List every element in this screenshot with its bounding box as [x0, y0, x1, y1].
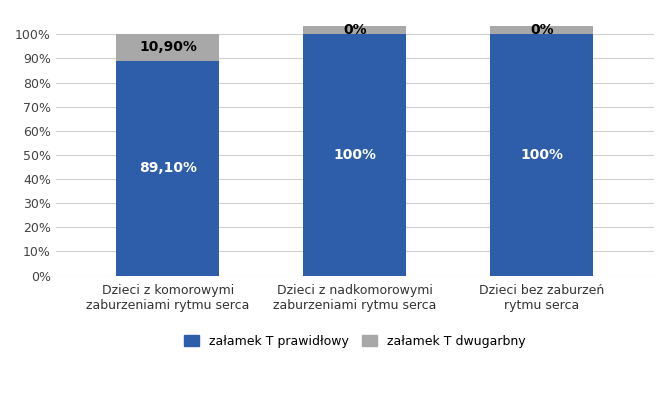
Text: 10,90%: 10,90%: [139, 40, 197, 54]
Text: 100%: 100%: [333, 148, 377, 162]
Bar: [116, 34, 219, 61]
Bar: [304, 26, 406, 34]
Bar: [116, 61, 219, 276]
Legend: załamek T prawidłowy, załamek T dwugarbny: załamek T prawidłowy, załamek T dwugarbn…: [179, 330, 531, 353]
Bar: [304, 34, 406, 276]
Text: 0%: 0%: [530, 23, 554, 37]
Text: 100%: 100%: [520, 148, 563, 162]
Text: 0%: 0%: [343, 23, 367, 37]
Bar: [490, 34, 593, 276]
Bar: [490, 26, 593, 34]
Text: 89,10%: 89,10%: [139, 161, 197, 175]
